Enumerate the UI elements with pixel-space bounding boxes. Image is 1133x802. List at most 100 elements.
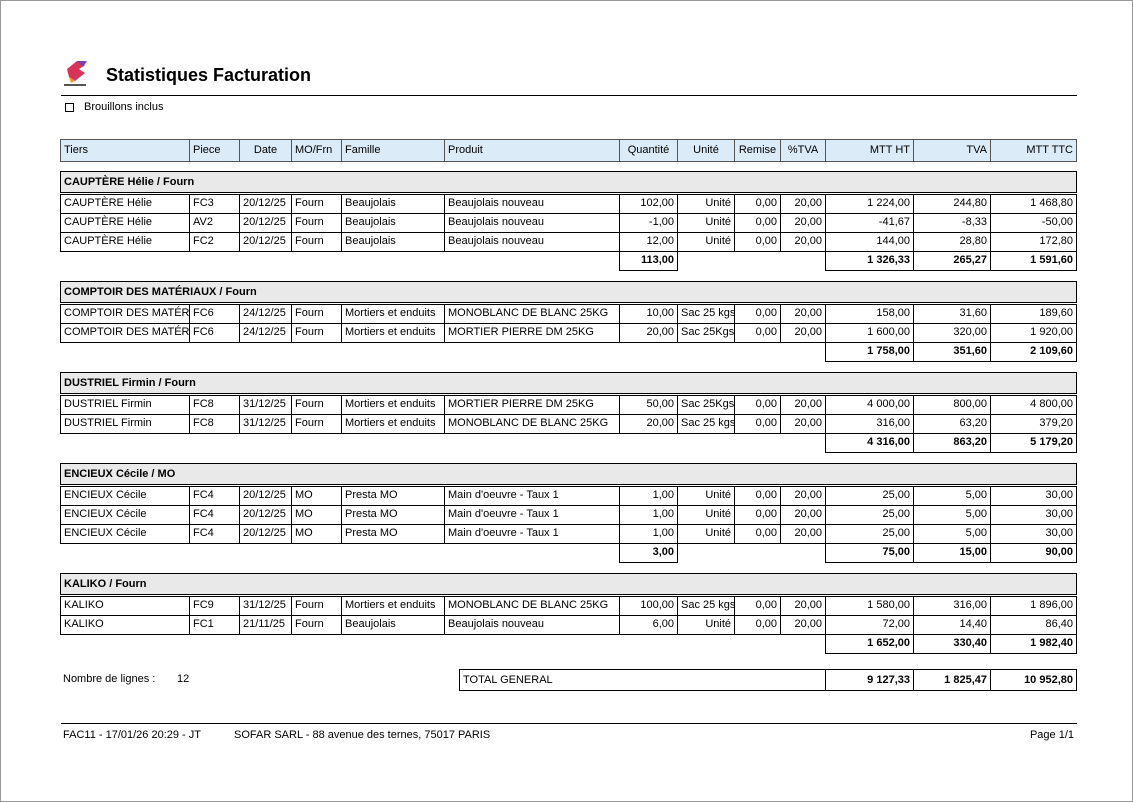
- checkbox[interactable]: [65, 103, 74, 112]
- table-cell: ENCIEUX Cécile: [60, 486, 190, 506]
- table-cell: Fourn: [291, 414, 342, 434]
- table-cell: 4 000,00: [825, 395, 914, 415]
- table-cell: -1,00: [619, 213, 678, 233]
- table-cell: Sac 25 kgs: [677, 596, 735, 616]
- table-cell: 5,00: [913, 486, 991, 506]
- total-value: 1 825,47: [913, 669, 991, 691]
- table-cell: FC3: [189, 194, 240, 214]
- table-cell: Fourn: [291, 232, 342, 252]
- table-cell: 800,00: [913, 395, 991, 415]
- table-cell: Presta MO: [341, 486, 445, 506]
- subtotal-cell: 863,20: [913, 433, 991, 453]
- table-cell: FC4: [189, 486, 240, 506]
- table-cell: MO: [291, 505, 342, 525]
- checkbox-label: Brouillons inclus: [84, 101, 164, 113]
- column-header: TVA: [913, 139, 991, 162]
- table-cell: 144,00: [825, 232, 914, 252]
- table-cell: 316,00: [913, 596, 991, 616]
- group-header: DUSTRIEL Firmin / Fourn: [60, 372, 1077, 394]
- table-cell: 0,00: [734, 524, 781, 544]
- column-header: Remise: [734, 139, 781, 162]
- table-cell: 20,00: [780, 596, 826, 616]
- subtotal-cell: 265,27: [913, 251, 991, 271]
- table-cell: Beaujolais: [341, 232, 445, 252]
- column-header: Unité: [677, 139, 735, 162]
- table-cell: Mortiers et enduits: [341, 323, 445, 343]
- subtotal-cell: 2 109,60: [990, 342, 1077, 362]
- table-cell: 0,00: [734, 323, 781, 343]
- table-cell: 1,00: [619, 486, 678, 506]
- table-cell: Main d'oeuvre - Taux 1: [444, 486, 620, 506]
- table-cell: FC6: [189, 323, 240, 343]
- table-cell: 0,00: [734, 232, 781, 252]
- table-cell: 20,00: [780, 524, 826, 544]
- table-cell: 1,00: [619, 524, 678, 544]
- table-cell: FC2: [189, 232, 240, 252]
- table-cell: 4 800,00: [990, 395, 1077, 415]
- subtotal-cell: 351,60: [913, 342, 991, 362]
- table-cell: -8,33: [913, 213, 991, 233]
- table-cell: FC9: [189, 596, 240, 616]
- table-cell: 63,20: [913, 414, 991, 434]
- table-cell: CAUPTÈRE Hélie: [60, 213, 190, 233]
- table-cell: 1 468,80: [990, 194, 1077, 214]
- table-cell: 1 896,00: [990, 596, 1077, 616]
- table-cell: Beaujolais nouveau: [444, 213, 620, 233]
- table-cell: 0,00: [734, 615, 781, 635]
- table-cell: 31/12/25: [239, 414, 292, 434]
- subtotal-cell: 1 652,00: [825, 634, 914, 654]
- table-cell: Mortiers et enduits: [341, 395, 445, 415]
- table-cell: Presta MO: [341, 505, 445, 525]
- table-cell: 30,00: [990, 524, 1077, 544]
- table-cell: KALIKO: [60, 615, 190, 635]
- table-cell: 25,00: [825, 486, 914, 506]
- table-cell: Unité: [677, 232, 735, 252]
- table-cell: 20,00: [780, 395, 826, 415]
- table-cell: 30,00: [990, 505, 1077, 525]
- subtotal-cell: 330,40: [913, 634, 991, 654]
- column-header: Piece: [189, 139, 240, 162]
- table-cell: 31/12/25: [239, 395, 292, 415]
- table-cell: 20,00: [780, 213, 826, 233]
- table-cell: 31/12/25: [239, 596, 292, 616]
- table-cell: MONOBLANC DE BLANC 25KG: [444, 304, 620, 324]
- table-cell: Fourn: [291, 304, 342, 324]
- table-cell: Main d'oeuvre - Taux 1: [444, 524, 620, 544]
- table-cell: MONOBLANC DE BLANC 25KG: [444, 596, 620, 616]
- table-cell: 30,00: [990, 486, 1077, 506]
- table-cell: 0,00: [734, 505, 781, 525]
- table-cell: 31,60: [913, 304, 991, 324]
- column-header: MTT TTC: [990, 139, 1077, 162]
- table-cell: Beaujolais: [341, 213, 445, 233]
- group-header: KALIKO / Fourn: [60, 573, 1077, 595]
- table-cell: 0,00: [734, 596, 781, 616]
- table-cell: MO: [291, 486, 342, 506]
- table-cell: MORTIER PIERRE DM 25KG: [444, 323, 620, 343]
- table-cell: Beaujolais: [341, 194, 445, 214]
- table-cell: 0,00: [734, 486, 781, 506]
- table-cell: Fourn: [291, 596, 342, 616]
- subtotal-cell: 1 591,60: [990, 251, 1077, 271]
- table-cell: Beaujolais: [341, 615, 445, 635]
- group-header: ENCIEUX Cécile / MO: [60, 463, 1077, 485]
- subtotal-cell: 75,00: [825, 543, 914, 563]
- table-cell: 0,00: [734, 213, 781, 233]
- column-header: Produit: [444, 139, 620, 162]
- table-cell: MORTIER PIERRE DM 25KG: [444, 395, 620, 415]
- table-cell: 1 920,00: [990, 323, 1077, 343]
- table-cell: 20/12/25: [239, 486, 292, 506]
- table-cell: Sac 25Kgs: [677, 395, 735, 415]
- table-cell: 5,00: [913, 524, 991, 544]
- table-cell: 20,00: [619, 323, 678, 343]
- logo: [64, 61, 87, 86]
- table-cell: 1 580,00: [825, 596, 914, 616]
- table-cell: 86,40: [990, 615, 1077, 635]
- table-cell: 1 600,00: [825, 323, 914, 343]
- table-cell: 20/12/25: [239, 213, 292, 233]
- table-cell: 1 224,00: [825, 194, 914, 214]
- table-cell: Unité: [677, 505, 735, 525]
- subtotal-cell: 3,00: [619, 543, 678, 563]
- group-header: CAUPTÈRE Hélie / Fourn: [60, 171, 1077, 193]
- table-cell: FC6: [189, 304, 240, 324]
- subtotal-cell: 4 316,00: [825, 433, 914, 453]
